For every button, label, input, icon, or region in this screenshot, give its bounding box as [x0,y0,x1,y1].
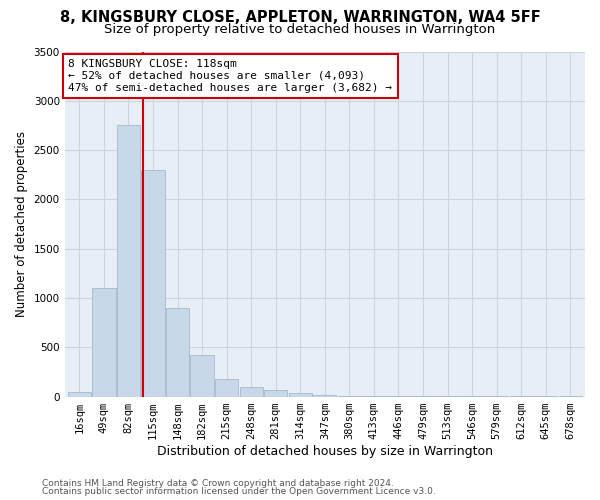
Bar [68,392,91,396]
Bar [313,395,337,396]
Text: 8, KINGSBURY CLOSE, APPLETON, WARRINGTON, WA4 5FF: 8, KINGSBURY CLOSE, APPLETON, WARRINGTON… [59,10,541,25]
Text: 8 KINGSBURY CLOSE: 118sqm
← 52% of detached houses are smaller (4,093)
47% of se: 8 KINGSBURY CLOSE: 118sqm ← 52% of detac… [68,60,392,92]
Bar [142,170,164,396]
Text: Size of property relative to detached houses in Warrington: Size of property relative to detached ho… [104,22,496,36]
Bar [117,126,140,396]
X-axis label: Distribution of detached houses by size in Warrington: Distribution of detached houses by size … [157,444,493,458]
Bar [289,393,312,396]
Y-axis label: Number of detached properties: Number of detached properties [15,131,28,317]
Text: Contains HM Land Registry data © Crown copyright and database right 2024.: Contains HM Land Registry data © Crown c… [42,478,394,488]
Text: Contains public sector information licensed under the Open Government Licence v3: Contains public sector information licen… [42,487,436,496]
Bar [264,390,287,396]
Bar [239,386,263,396]
Bar [215,380,238,396]
Bar [190,355,214,397]
Bar [166,308,189,396]
Bar [92,288,116,397]
